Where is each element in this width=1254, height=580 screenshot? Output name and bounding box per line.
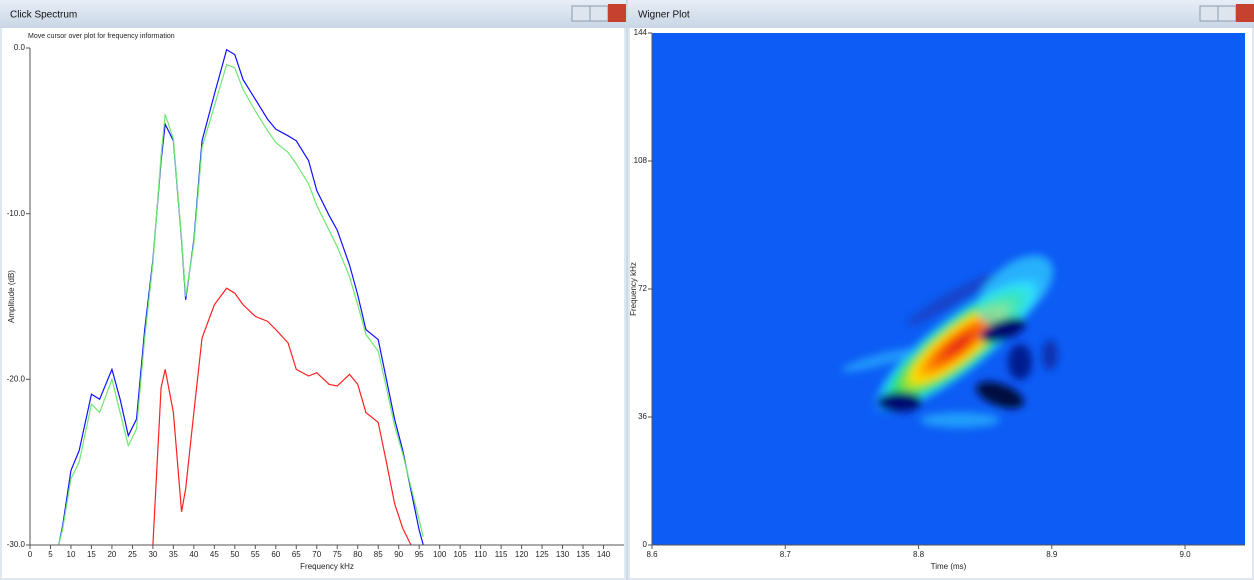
x-tick-label: 60: [271, 550, 280, 559]
x-tick-label: 80: [353, 550, 362, 559]
y-tick-label: 0: [643, 540, 648, 549]
close-button[interactable]: [608, 4, 626, 22]
x-tick-label: 45: [210, 550, 219, 559]
x-tick-label: 95: [415, 550, 424, 559]
y-axis-label: Amplitude (dB): [7, 270, 16, 323]
y-tick-label: -30.0: [7, 540, 26, 549]
x-tick-label: 55: [251, 550, 260, 559]
plot-panel: [2, 28, 624, 578]
x-tick-label: 105: [453, 550, 467, 559]
x-tick-label: 8.6: [646, 550, 658, 559]
x-tick-label: 100: [433, 550, 447, 559]
title-bar: [0, 0, 626, 28]
title-bar: [628, 0, 1254, 28]
x-tick-label: 25: [128, 550, 137, 559]
x-tick-label: 110: [474, 550, 487, 559]
x-tick-label: 15: [87, 550, 96, 559]
heatmap-background: [652, 33, 1245, 545]
x-tick-label: 125: [535, 550, 549, 559]
x-tick-label: 8.9: [1046, 550, 1058, 559]
x-tick-label: 20: [107, 550, 116, 559]
y-tick-label: 0.0: [14, 43, 26, 52]
window-title: Wigner Plot: [638, 10, 690, 21]
y-tick-label: -20.0: [7, 374, 26, 383]
y-tick-label: 144: [634, 28, 648, 37]
subtitle: Move cursor over plot for frequency info…: [28, 33, 175, 40]
x-tick-label: 8.7: [780, 550, 792, 559]
x-tick-label: 135: [576, 550, 590, 559]
x-tick-label: 35: [169, 550, 178, 559]
wigner-blob: [841, 255, 1058, 428]
x-tick-label: 130: [556, 550, 570, 559]
x-axis-label: Time (ms): [931, 562, 967, 571]
maximize-button[interactable]: [1217, 5, 1237, 22]
x-tick-label: 5: [48, 550, 53, 559]
y-axis-label: Frequency kHz: [629, 262, 638, 316]
x-tick-label: 40: [189, 550, 198, 559]
maximize-button[interactable]: [589, 5, 609, 22]
x-tick-label: 10: [67, 550, 76, 559]
close-button[interactable]: [1236, 4, 1254, 22]
minimize-button[interactable]: [571, 5, 591, 22]
series-line: [152, 287, 412, 546]
x-tick-label: 90: [394, 550, 403, 559]
x-tick-label: 140: [597, 550, 611, 559]
y-tick-label: -10.0: [7, 209, 26, 218]
series-line: [58, 63, 424, 546]
x-tick-label: 75: [333, 550, 342, 559]
x-tick-label: 85: [374, 550, 383, 559]
y-tick-label: 36: [638, 412, 647, 421]
x-tick-label: 120: [515, 550, 529, 559]
y-tick-label: 108: [634, 156, 648, 165]
heatmap-layer: [652, 33, 1245, 545]
x-tick-label: 8.8: [913, 550, 925, 559]
x-tick-label: 50: [230, 550, 239, 559]
x-tick-label: 115: [495, 550, 508, 559]
y-tick-label: 72: [638, 284, 647, 293]
window-title: Click Spectrum: [10, 10, 77, 21]
x-tick-label: 0: [28, 550, 33, 559]
x-tick-label: 9.0: [1179, 550, 1191, 559]
x-tick-label: 65: [292, 550, 301, 559]
series-line: [58, 48, 424, 546]
minimize-button[interactable]: [1199, 5, 1219, 22]
x-tick-label: 30: [148, 550, 157, 559]
x-tick-label: 70: [312, 550, 321, 559]
x-axis-label: Frequency kHz: [300, 562, 354, 571]
